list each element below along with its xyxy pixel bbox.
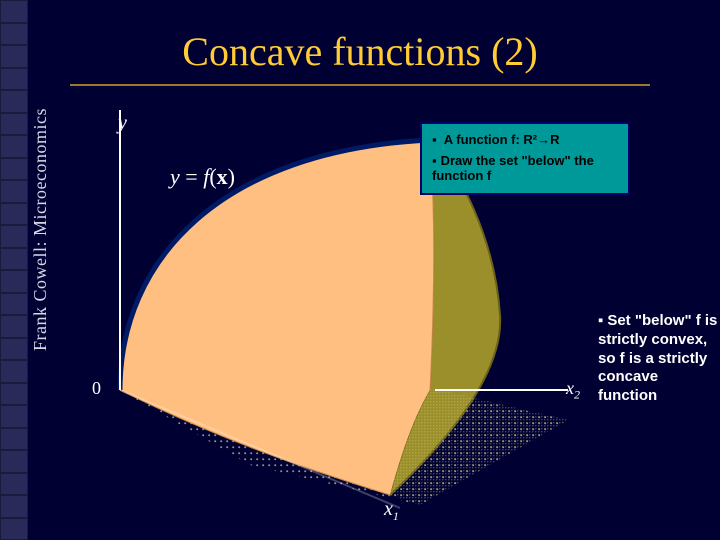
side-author-label: Frank Cowell: Microeconomics [30,108,51,351]
legend-1-math: R²→R [523,132,559,147]
origin-label: 0 [92,378,101,399]
surface-front-face [120,140,434,495]
page-title: Concave functions (2) [0,28,720,75]
note-text: Set "below" f is strictly convex, so f i… [598,312,717,404]
fn-label-eq: = [180,164,203,189]
side-decor-squares [0,0,28,540]
x2-axis-label: x2 [566,378,580,403]
legend-item-2: Draw the set "below" the function f [432,153,618,183]
fn-label-y: y [170,164,180,189]
side-author-text: Frank Cowell: Microeconomics [30,108,50,351]
fn-label-pc: ) [228,164,235,189]
legend-item-1: A function f: R²→R [432,132,618,147]
legend-1-prefix: A function f: [444,132,524,147]
legend-box: A function f: R²→R Draw the set "below" … [420,122,630,195]
x1-text: x [384,498,393,520]
x2-text: x [566,378,574,398]
concavity-note: Set "below" f is strictly convex, so f i… [598,312,718,406]
slide: Frank Cowell: Microeconomics Concave fun… [0,0,720,540]
x1-sub: 1 [393,509,399,523]
x2-sub: 2 [574,388,580,402]
title-underline [70,84,650,86]
y-axis-label: y [118,112,127,135]
function-label: y = f(x) [170,164,235,190]
x1-axis-label: x1 [384,498,399,524]
fn-label-po: ( [209,164,216,189]
fn-label-x: x [217,164,228,189]
